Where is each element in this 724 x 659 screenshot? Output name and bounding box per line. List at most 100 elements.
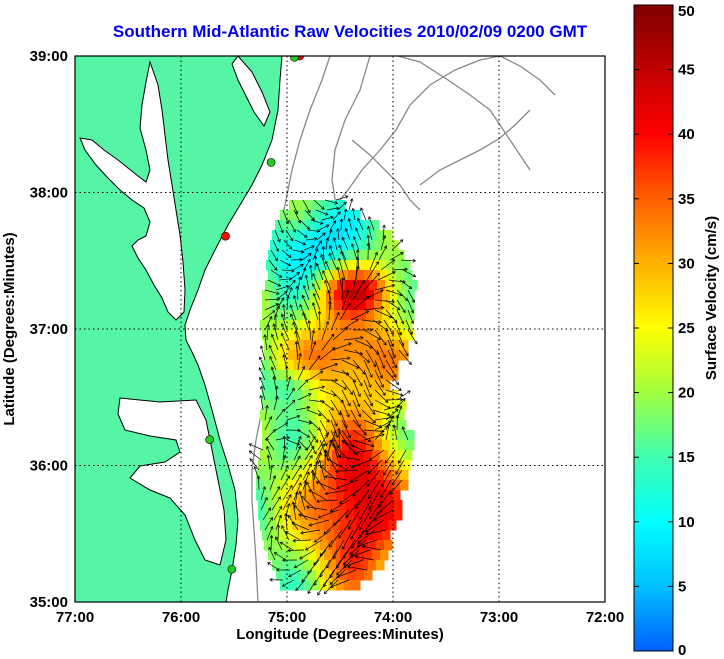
current-vector-head — [267, 507, 271, 511]
current-vector — [319, 419, 329, 435]
current-vector — [310, 330, 314, 351]
velocity-cell — [356, 250, 365, 261]
current-vector — [354, 339, 373, 349]
velocity-cell — [286, 290, 295, 301]
current-vector — [269, 465, 273, 481]
current-vector — [313, 293, 321, 311]
current-vector — [304, 209, 315, 221]
current-vector-head — [341, 546, 346, 550]
velocity-cell — [278, 440, 287, 451]
velocity-cell — [302, 360, 311, 371]
current-vector-head — [300, 249, 305, 254]
current-vector-head — [347, 565, 351, 569]
velocity-cell — [334, 380, 343, 391]
current-vector-head — [400, 252, 404, 256]
velocity-cell — [334, 310, 343, 321]
velocity-cell — [324, 570, 333, 581]
current-vector — [294, 559, 309, 568]
current-vector — [275, 297, 285, 311]
current-vector-head — [277, 283, 282, 287]
velocity-cell — [294, 430, 303, 441]
current-vector — [260, 486, 266, 501]
current-vector-head — [368, 393, 372, 398]
current-vector-head — [281, 297, 285, 301]
current-vector — [329, 559, 342, 578]
velocity-cell — [262, 440, 271, 451]
current-vector-head — [289, 484, 293, 489]
current-vector-head — [349, 554, 354, 558]
velocity-cell — [358, 310, 367, 321]
current-vector-head — [322, 270, 326, 274]
current-vector-head — [278, 274, 283, 278]
current-vector — [249, 443, 264, 451]
chart-title: Southern Mid-Atlantic Raw Velocities 201… — [112, 22, 588, 41]
current-vector-head — [410, 309, 415, 314]
velocity-cell — [302, 330, 311, 341]
velocity-cell — [262, 360, 271, 371]
velocity-cell — [358, 440, 367, 451]
current-vector — [278, 278, 292, 281]
current-vector — [310, 265, 313, 281]
current-vector — [295, 341, 299, 361]
velocity-cell — [364, 520, 373, 531]
current-vector — [373, 509, 394, 521]
velocity-cell — [310, 300, 319, 311]
velocity-cell — [358, 400, 367, 411]
velocity-cell — [338, 260, 347, 271]
velocity-cell — [354, 260, 363, 271]
current-vector — [273, 323, 279, 341]
current-vector — [281, 249, 292, 258]
current-vector-head — [307, 320, 311, 324]
current-vector-head — [356, 403, 361, 408]
velocity-cell — [326, 440, 335, 451]
velocity-cell — [380, 270, 389, 281]
current-vector — [275, 422, 288, 431]
radar-stations — [205, 56, 305, 574]
velocity-cell — [371, 220, 380, 231]
current-vector — [357, 529, 376, 544]
current-vector-head — [260, 385, 264, 390]
current-vector-head — [342, 564, 347, 568]
current-vector-head — [350, 536, 354, 540]
lat-tick-label: 36:00 — [30, 458, 68, 475]
velocity-cell — [322, 500, 331, 511]
current-vector — [350, 549, 371, 558]
velocity-cell — [409, 280, 418, 291]
current-vector — [352, 296, 370, 311]
current-vector-head — [311, 245, 315, 249]
velocity-cell — [312, 350, 321, 361]
current-vector — [313, 460, 318, 481]
current-vector-head — [370, 443, 375, 448]
current-vector — [381, 469, 392, 488]
current-vector-head — [317, 515, 322, 519]
current-vector-head — [311, 217, 315, 221]
velocity-cell — [270, 310, 279, 321]
current-vector-head — [317, 310, 322, 314]
current-vector-head — [383, 472, 387, 476]
current-vector — [330, 357, 350, 361]
current-vector-head — [355, 249, 360, 253]
current-vector-head — [391, 299, 395, 304]
current-vector — [296, 286, 299, 301]
current-vector — [324, 199, 338, 204]
current-vector — [341, 290, 349, 311]
current-vector-head — [365, 529, 369, 533]
velocity-cell — [260, 410, 269, 421]
current-vector — [275, 408, 285, 421]
velocity-cell — [384, 350, 393, 361]
current-vector — [299, 549, 316, 560]
current-vector-head — [297, 455, 301, 460]
current-vector-head — [276, 291, 280, 295]
velocity-cell — [368, 490, 377, 501]
current-vector-head — [314, 439, 319, 443]
current-vector — [328, 290, 332, 311]
current-vector-head — [400, 320, 405, 325]
velocity-cell — [310, 390, 319, 401]
velocity-cell — [337, 200, 346, 211]
current-vector-head — [359, 516, 363, 521]
current-vector — [299, 491, 306, 511]
velocity-cell — [270, 440, 279, 451]
velocity-cell — [390, 370, 399, 381]
current-vector-head — [308, 463, 312, 467]
